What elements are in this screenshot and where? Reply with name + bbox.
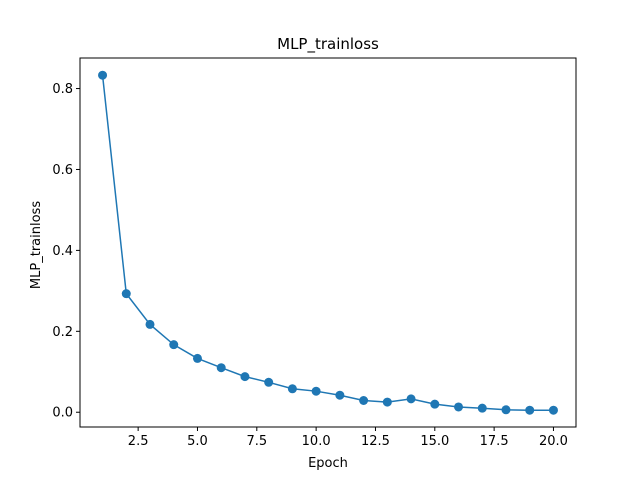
y-tick-label: 0.2	[52, 325, 73, 340]
data-point	[216, 363, 226, 373]
data-point	[192, 353, 202, 363]
data-point	[406, 394, 416, 404]
x-axis-label: Epoch	[308, 456, 348, 471]
y-tick-label: 0.6	[52, 163, 73, 178]
data-point	[145, 319, 155, 329]
plot-area	[98, 70, 558, 415]
x-tick-label: 10.0	[302, 434, 331, 449]
data-point	[477, 403, 487, 413]
x-tick-label: 17.5	[480, 434, 509, 449]
x-tick-label: 15.0	[420, 434, 449, 449]
data-point	[382, 397, 392, 407]
x-tick-label: 12.5	[361, 434, 390, 449]
y-axis-label: MLP_trainloss	[29, 201, 44, 289]
y-tick-label: 0.4	[52, 244, 73, 259]
x-tick-label: 2.5	[128, 434, 149, 449]
data-point	[287, 384, 297, 394]
x-tick-label: 7.5	[246, 434, 267, 449]
x-tick-label: 20.0	[539, 434, 568, 449]
data-point	[454, 402, 464, 412]
data-point	[525, 405, 535, 415]
data-point	[121, 289, 131, 299]
x-tick-label: 5.0	[187, 434, 208, 449]
data-point	[335, 390, 345, 400]
data-point	[98, 70, 108, 80]
chart-title: MLP_trainloss	[277, 35, 379, 54]
data-point	[359, 395, 369, 405]
data-point	[264, 377, 274, 387]
axes-frame	[79, 57, 577, 428]
data-point	[311, 386, 321, 396]
x-axis: 2.5 5.0 7.5 10.0 12.5 15.0 17.5 20.0	[128, 427, 568, 449]
data-point	[501, 405, 511, 415]
data-point	[548, 405, 558, 415]
data-point	[430, 399, 440, 409]
data-point	[169, 340, 179, 350]
y-tick-label: 0.8	[52, 82, 73, 97]
y-tick-label: 0.0	[52, 406, 73, 421]
y-axis: 0.0 0.2 0.4 0.6 0.8	[52, 82, 80, 421]
data-point	[240, 372, 250, 382]
